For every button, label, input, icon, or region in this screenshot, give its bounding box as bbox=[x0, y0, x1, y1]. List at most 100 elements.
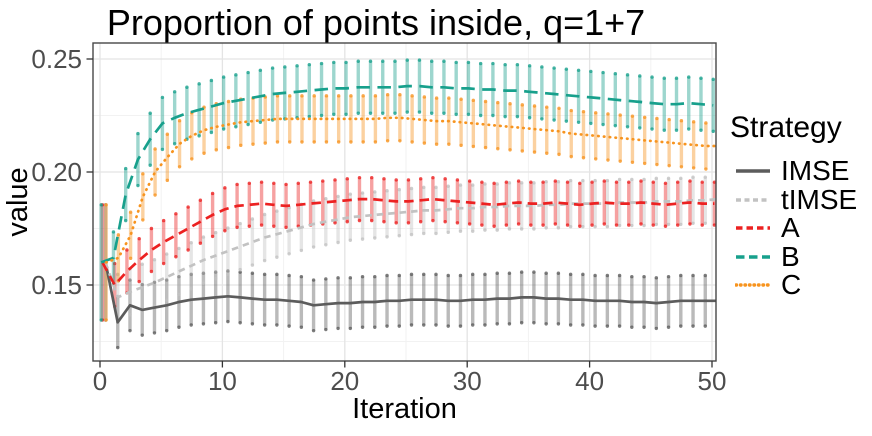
error-bar-cap-bottom bbox=[446, 324, 450, 328]
error-bar-cap-top bbox=[259, 180, 264, 184]
error-bar-cap-top bbox=[201, 235, 206, 239]
error-bar-cap-top bbox=[442, 59, 446, 63]
grid-minor bbox=[93, 43, 716, 361]
error-bar-cap-bottom bbox=[124, 218, 128, 223]
error-bar-cap-bottom bbox=[471, 323, 475, 327]
error-bar-cap-bottom bbox=[272, 224, 276, 228]
error-bar-cap-top bbox=[418, 177, 423, 181]
error-bar-cap-top bbox=[185, 85, 189, 89]
error-bar-cap-bottom bbox=[177, 165, 182, 169]
error-bar-cap-bottom bbox=[128, 328, 132, 333]
error-bar-cap-bottom bbox=[356, 111, 360, 115]
error-bar-cap-bottom bbox=[263, 141, 267, 145]
error-bar-cap-bottom bbox=[332, 112, 336, 117]
error-bar-cap-top bbox=[406, 178, 411, 182]
error-bar-cap-top bbox=[443, 177, 447, 181]
error-bar-cap-bottom bbox=[430, 111, 434, 115]
error-bar-cap-top bbox=[492, 181, 496, 185]
error-bar-cap-top bbox=[614, 180, 619, 184]
error-bar-cap-bottom bbox=[614, 223, 619, 227]
error-bar-cap-bottom bbox=[385, 235, 389, 239]
error-bar-cap-top bbox=[332, 60, 336, 65]
error-bar-cap-bottom bbox=[177, 325, 181, 329]
error-bar-cap-top bbox=[703, 175, 707, 179]
error-bar-cap-top bbox=[556, 271, 561, 275]
error-bar-cap-top bbox=[480, 180, 484, 184]
error-bar-cap-bottom bbox=[589, 121, 593, 126]
error-bar-cap-bottom bbox=[593, 224, 597, 229]
error-bar-cap-bottom bbox=[238, 267, 242, 272]
error-bar-cap-top bbox=[381, 59, 385, 63]
error-bar-cap-top bbox=[569, 108, 573, 113]
error-bar-cap-top bbox=[593, 273, 597, 278]
error-bar-cap-bottom bbox=[516, 222, 521, 226]
error-bar-cap-bottom bbox=[275, 323, 279, 327]
error-bar-cap-bottom bbox=[307, 114, 312, 119]
error-bar-cap-top bbox=[165, 252, 169, 256]
legend-title: Strategy bbox=[730, 111, 842, 144]
error-bar-cap-bottom bbox=[492, 224, 496, 228]
error-bar-cap-bottom bbox=[434, 142, 439, 146]
error-bar-cap-top bbox=[226, 99, 231, 104]
error-bar-cap-bottom bbox=[234, 125, 238, 129]
error-bar-cap-top bbox=[287, 273, 291, 278]
error-bar-cap-bottom bbox=[679, 222, 683, 227]
error-bar-cap-top bbox=[213, 230, 218, 235]
error-bar-cap-top bbox=[676, 180, 680, 184]
error-bar-cap-bottom bbox=[246, 122, 250, 127]
error-bar-cap-bottom bbox=[239, 143, 243, 148]
error-bar-cap-top bbox=[140, 262, 144, 266]
error-bar-cap-top bbox=[655, 116, 659, 121]
error-bar-cap-bottom bbox=[226, 272, 230, 276]
y-tick-label: 0.15 bbox=[31, 270, 82, 300]
error-bar-cap-bottom bbox=[128, 313, 132, 317]
error-bar-cap-bottom bbox=[515, 114, 520, 119]
error-bar-cap-bottom bbox=[361, 140, 365, 144]
error-bar-cap-bottom bbox=[223, 229, 227, 233]
error-bar-cap-bottom bbox=[160, 147, 165, 152]
line-IMSE bbox=[104, 262, 716, 324]
error-bar-cap-top bbox=[576, 68, 581, 73]
x-axis-label: Iteration bbox=[352, 393, 457, 425]
error-bar-cap-bottom bbox=[704, 167, 708, 171]
error-bar-cap-bottom bbox=[360, 325, 365, 329]
error-bar-cap-bottom bbox=[209, 130, 214, 135]
error-bar-cap-top bbox=[160, 95, 165, 100]
error-bar-cap-top bbox=[409, 272, 414, 277]
error-bar-cap-bottom bbox=[422, 323, 426, 327]
error-bar-cap-top bbox=[650, 75, 654, 79]
error-bar-cap-top bbox=[373, 94, 378, 98]
error-bar-cap-bottom bbox=[556, 226, 561, 230]
error-bar-cap-top bbox=[458, 183, 463, 187]
error-bar-cap-top bbox=[283, 65, 287, 69]
error-bar-cap-bottom bbox=[136, 183, 140, 188]
error-bar-cap-top bbox=[625, 73, 630, 77]
error-bar-cap-top bbox=[540, 65, 544, 69]
error-bar-cap-bottom bbox=[507, 322, 512, 326]
legend-key-IMSE bbox=[736, 169, 770, 173]
error-bar-cap-top bbox=[455, 178, 460, 182]
legend-key-C bbox=[735, 283, 771, 287]
error-bar-cap-bottom bbox=[186, 248, 190, 252]
error-bar-cap-bottom bbox=[300, 140, 304, 144]
error-bar-cap-top bbox=[520, 103, 524, 107]
error-bar-cap-top bbox=[210, 191, 215, 196]
error-bar-cap-bottom bbox=[201, 322, 206, 326]
error-bar-cap-bottom bbox=[639, 222, 643, 226]
error-bar-cap-bottom bbox=[630, 223, 634, 228]
error-bar-cap-top bbox=[417, 58, 422, 62]
error-bar-cap-top bbox=[687, 75, 691, 79]
error-bar-cap-bottom bbox=[483, 323, 487, 327]
error-bar-cap-top bbox=[503, 62, 507, 67]
error-bar-cap-bottom bbox=[578, 224, 582, 228]
error-bar-cap-bottom bbox=[691, 166, 696, 170]
error-bar-cap-bottom bbox=[275, 140, 280, 144]
error-bar-cap-bottom bbox=[336, 240, 340, 245]
error-bar-cap-top bbox=[556, 180, 561, 184]
legend-key-A bbox=[736, 226, 770, 230]
error-bar-cap-top bbox=[311, 199, 316, 203]
error-bar-cap-bottom bbox=[459, 143, 463, 148]
error-bar-cap-bottom bbox=[319, 113, 324, 118]
error-bar-cap-top bbox=[246, 70, 250, 75]
